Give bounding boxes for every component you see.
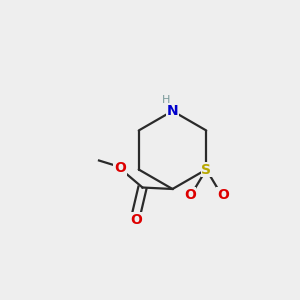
Text: O: O — [114, 161, 126, 175]
Text: H: H — [162, 94, 170, 105]
Text: O: O — [217, 188, 229, 202]
Text: O: O — [184, 188, 196, 202]
Text: N: N — [167, 104, 178, 118]
Text: O: O — [130, 213, 142, 226]
Text: S: S — [201, 163, 211, 176]
